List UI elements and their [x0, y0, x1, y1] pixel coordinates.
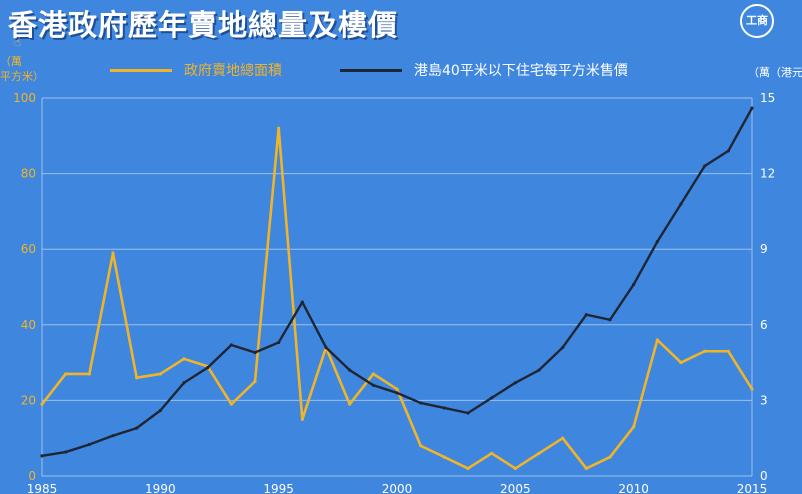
gov-land-point [490, 451, 494, 455]
x-tick-label: 2015 [737, 482, 768, 494]
y-right-tick-label: 15 [760, 91, 775, 105]
price-point [419, 401, 423, 405]
gov-land-point [395, 387, 399, 391]
price-point [40, 454, 44, 458]
price-point [277, 340, 281, 345]
chart-title: 香港政府歷年賣地總量及樓價 [8, 8, 399, 42]
gov-land-point [87, 372, 91, 376]
gov-land-point [419, 444, 423, 448]
x-tick-label: 2010 [618, 482, 649, 494]
price-point [490, 396, 494, 400]
legend-price-label: 港島40平米以下住宅每平方米售價 [414, 63, 628, 79]
gov-land-point [442, 455, 446, 459]
logo-icon: 工商 [740, 4, 774, 38]
right-axis-unit: （萬（港元） [748, 66, 802, 79]
y-left-tick-label: 100 [13, 91, 36, 105]
price-point [750, 106, 754, 110]
price-point [561, 345, 565, 350]
price-point [703, 164, 707, 168]
price-point [158, 408, 162, 413]
hand-pointer-icon: ☝ [14, 35, 22, 49]
gov-land-point [40, 402, 44, 406]
price-point [395, 391, 399, 395]
price-point [348, 368, 352, 372]
gov-land-point [229, 402, 233, 406]
y-left-tick-label: 40 [21, 318, 36, 332]
gov-land-point [703, 349, 707, 353]
price-point [135, 426, 139, 430]
price-point [87, 442, 91, 447]
x-tick-label: 1995 [263, 482, 294, 494]
gov-land-point [300, 417, 304, 421]
gov-land-point [111, 251, 115, 255]
x-tick-label: 2005 [500, 482, 531, 494]
price-point [371, 383, 375, 387]
legend-gov-label: 政府賣地總面積 [184, 63, 282, 79]
gov-land-point [348, 402, 352, 406]
gov-land-point [679, 361, 683, 365]
gov-land-point [466, 466, 470, 471]
y-right-tick-label: 9 [760, 242, 768, 256]
price-point [655, 240, 659, 244]
price-point [64, 450, 68, 454]
price-point [206, 366, 210, 370]
price-point [300, 300, 304, 304]
gov-land-point [277, 126, 281, 130]
gov-land-point [584, 466, 588, 471]
legend-price: 港島40平米以下住宅每平方米售價 [340, 60, 628, 80]
left-axis-unit: （萬 平方米） [0, 55, 44, 83]
gov-land-point [158, 372, 162, 376]
price-point [608, 318, 612, 322]
gov-land-point [655, 338, 659, 342]
y-right-tick-label: 0 [760, 469, 768, 483]
gov-land-point [135, 376, 139, 380]
gov-land-series-line [40, 126, 754, 470]
gov-land-point [608, 455, 612, 459]
gov-land-point [64, 372, 68, 376]
gov-land-point [253, 379, 257, 384]
price-point [537, 368, 541, 372]
x-tick-label: 1990 [145, 482, 176, 494]
price-point [632, 282, 636, 287]
y-left-tick-label: 80 [21, 167, 36, 181]
x-tick-label: 2000 [382, 482, 413, 494]
price-point [679, 202, 683, 206]
y-right-tick-label: 12 [760, 167, 775, 181]
gov-land-point [182, 357, 186, 361]
gov-land-point [726, 349, 730, 353]
gov-land-point [632, 425, 636, 429]
price-point [229, 343, 233, 347]
price-point [584, 313, 588, 317]
price-point [513, 381, 517, 385]
gov-land-point [537, 451, 541, 455]
y-left-tick-label: 20 [21, 393, 36, 407]
gov-land-point [561, 436, 565, 440]
price-point [111, 434, 115, 438]
gov-land-point [371, 372, 375, 376]
y-right-tick-label: 3 [760, 393, 768, 407]
price-point [182, 381, 186, 385]
y-right-tick-label: 6 [760, 318, 768, 332]
y-left-tick-label: 60 [21, 242, 36, 256]
legend-price-swatch [340, 68, 402, 72]
price-series-line [41, 107, 754, 458]
price-point [324, 345, 328, 350]
price-point [442, 406, 446, 410]
y-left-tick-label: 0 [28, 469, 36, 483]
price-point [726, 149, 730, 153]
gov-land-point [513, 466, 517, 471]
legend-gov-swatch [110, 68, 172, 72]
x-tick-label: 1985 [27, 482, 58, 494]
price-point [253, 350, 257, 355]
gov-land-point [750, 387, 754, 391]
price-point [466, 411, 470, 415]
legend-gov-land: 政府賣地總面積 [110, 60, 282, 80]
